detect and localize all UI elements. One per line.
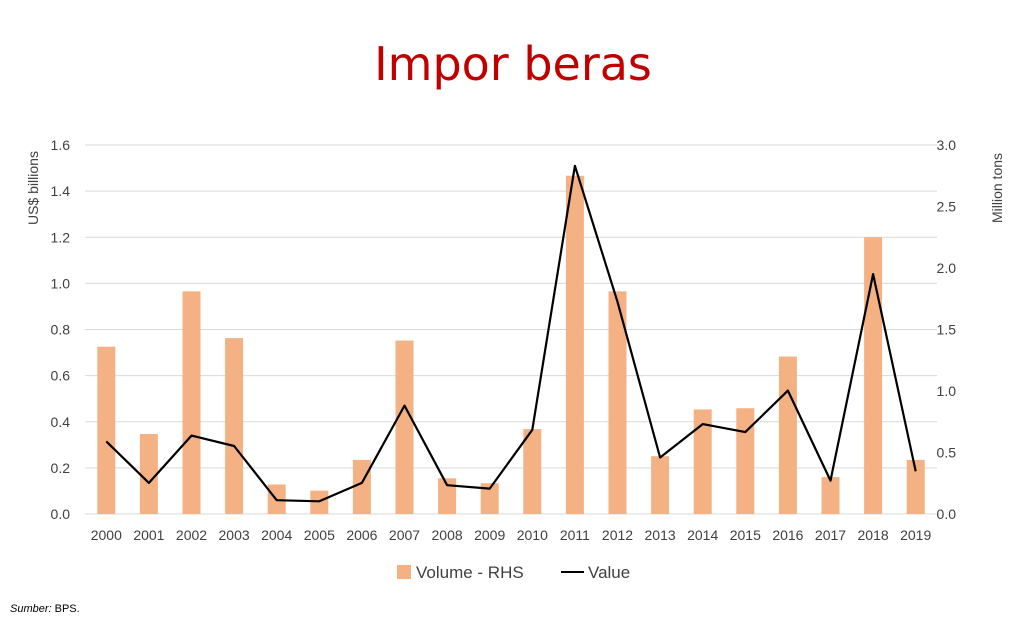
y-tick-label: 0.4 <box>51 414 71 430</box>
y-tick-label: 0.2 <box>51 460 71 476</box>
bar <box>523 429 542 514</box>
bar <box>906 459 925 514</box>
source-label: Sumber: <box>10 603 52 615</box>
y2-axis-ticks: 0.0 0.5 1.0 1.5 2.0 2.5 3.0 <box>937 137 957 522</box>
value-line-series <box>105 164 917 503</box>
x-tick-label: 2009 <box>474 527 505 543</box>
y-tick-label: 1.6 <box>51 137 71 153</box>
bar <box>821 477 840 514</box>
x-tick-label: 2018 <box>858 527 889 543</box>
bar <box>225 338 244 514</box>
value-line <box>105 164 917 503</box>
chart-title: Impor beras <box>374 37 652 91</box>
y2-tick-label: 1.0 <box>937 383 957 399</box>
y-tick-label: 0.6 <box>51 368 71 384</box>
bar <box>608 291 627 514</box>
y2-tick-label: 0.0 <box>937 506 957 522</box>
x-tick-label: 2006 <box>346 527 377 543</box>
x-tick-label: 2001 <box>133 527 164 543</box>
bar <box>182 291 201 514</box>
y-axis-label: US$ billions <box>25 151 41 225</box>
x-tick-label: 2017 <box>815 527 846 543</box>
x-tick-label: 2007 <box>389 527 420 543</box>
x-tick-label: 2004 <box>261 527 292 543</box>
x-tick-label: 2003 <box>219 527 250 543</box>
legend: Volume - RHS Value <box>397 563 630 582</box>
x-tick-label: 2015 <box>730 527 761 543</box>
x-tick-label: 2008 <box>432 527 463 543</box>
y-tick-label: 1.0 <box>51 275 71 291</box>
y-tick-label: 1.4 <box>51 183 71 199</box>
x-tick-label: 2014 <box>687 527 718 543</box>
y-tick-label: 0.0 <box>51 506 71 522</box>
bar <box>480 483 499 514</box>
bar <box>97 346 116 514</box>
y2-tick-label: 3.0 <box>937 137 957 153</box>
x-tick-label: 2002 <box>176 527 207 543</box>
y2-tick-label: 2.0 <box>937 260 957 276</box>
bar <box>565 175 584 514</box>
bar <box>139 434 158 514</box>
y-tick-label: 0.8 <box>51 322 71 338</box>
x-tick-label: 2010 <box>517 527 548 543</box>
bar <box>438 478 457 514</box>
bar <box>736 408 755 514</box>
y2-tick-label: 2.5 <box>937 199 957 215</box>
bar <box>778 356 797 514</box>
bar <box>395 340 414 514</box>
x-axis-ticks: 2000 2001 2002 2003 2004 2005 2006 2007 2008 2009… <box>91 527 932 543</box>
source-text: BPS. <box>51 603 80 615</box>
legend-label-volume: Volume - RHS <box>416 563 524 582</box>
bar <box>864 237 883 514</box>
y2-tick-label: 1.5 <box>937 322 957 338</box>
source-note: Sumber: BPS. <box>10 603 80 615</box>
y-axis-ticks: 0.0 0.2 0.4 0.6 0.8 1.0 1.2 1.4 1.6 <box>51 137 71 522</box>
x-tick-label: 2012 <box>602 527 633 543</box>
y2-axis-label: Million tons <box>989 153 1005 223</box>
volume-bars <box>97 175 925 514</box>
x-tick-label: 2005 <box>304 527 335 543</box>
legend-label-value: Value <box>588 563 630 582</box>
x-tick-label: 2016 <box>772 527 803 543</box>
x-tick-label: 2011 <box>560 527 590 543</box>
x-tick-label: 2019 <box>900 527 931 543</box>
y2-tick-label: 0.5 <box>937 445 957 461</box>
y-tick-label: 1.2 <box>51 229 71 245</box>
bar <box>693 409 712 514</box>
x-tick-label: 2013 <box>645 527 676 543</box>
legend-swatch-volume <box>397 565 411 579</box>
bar <box>651 456 670 514</box>
x-tick-label: 2000 <box>91 527 122 543</box>
bar <box>352 459 371 514</box>
